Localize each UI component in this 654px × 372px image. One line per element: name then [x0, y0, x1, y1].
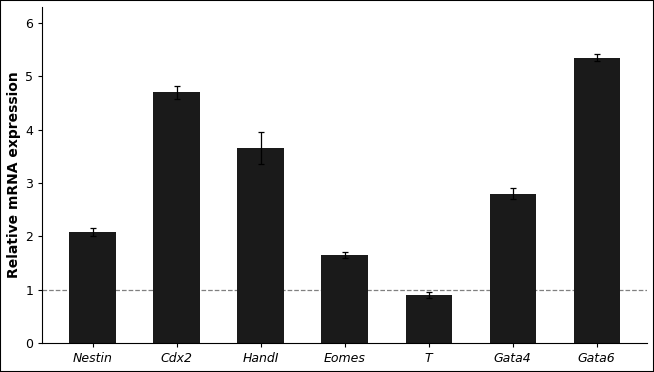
Bar	[237, 148, 284, 343]
Y-axis label: Relative mRNA expression: Relative mRNA expression	[7, 72, 21, 278]
Bar	[405, 295, 452, 343]
Bar	[322, 255, 368, 343]
Bar	[69, 232, 116, 343]
Bar	[490, 194, 536, 343]
Bar	[574, 58, 620, 343]
Bar	[154, 92, 199, 343]
